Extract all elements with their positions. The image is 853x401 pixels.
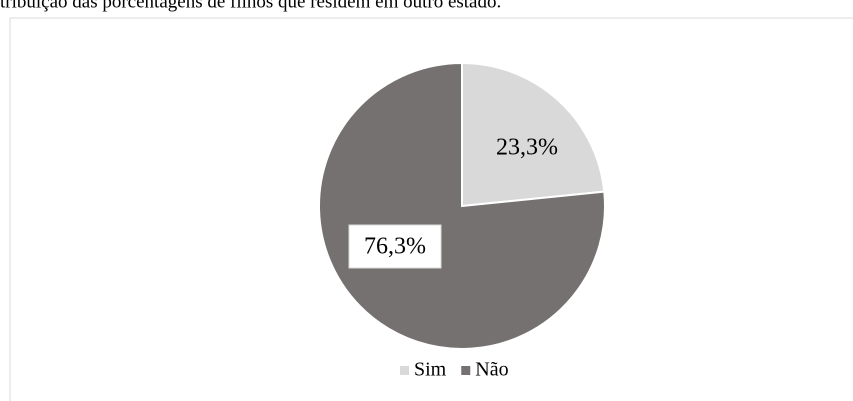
legend-swatch — [461, 366, 471, 375]
chart-title: tribuição das porcentagens de filhos que… — [0, 0, 501, 12]
data-label: 23,3% — [496, 135, 558, 161]
legend-label: Não — [475, 359, 508, 381]
legend-label: Sim — [414, 359, 447, 381]
label-box — [348, 224, 442, 269]
chart-frame — [9, 17, 853, 401]
pie-slice — [318, 61, 606, 350]
pie-slice — [461, 61, 606, 208]
data-label: 76,3% — [364, 234, 426, 260]
legend-swatch — [400, 366, 409, 375]
